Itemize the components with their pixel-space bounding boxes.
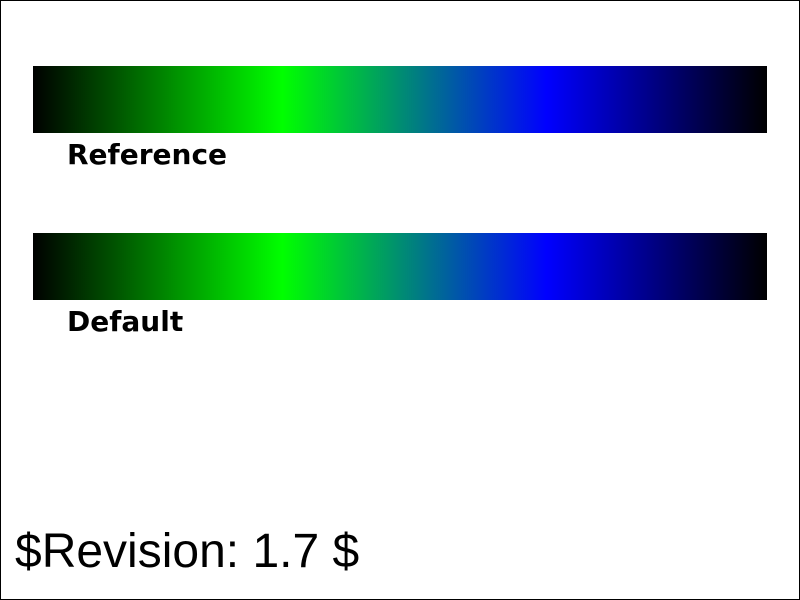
revision-text: $Revision: 1.7 $ (15, 525, 360, 578)
default-gradient-bar (33, 233, 767, 300)
default-label: Default (67, 305, 184, 338)
reference-label: Reference (67, 138, 228, 171)
reference-gradient-bar (33, 66, 767, 133)
